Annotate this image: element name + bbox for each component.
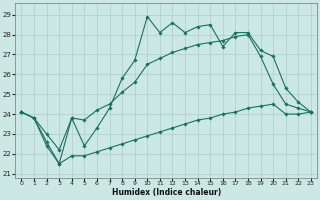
X-axis label: Humidex (Indice chaleur): Humidex (Indice chaleur) bbox=[112, 188, 221, 197]
